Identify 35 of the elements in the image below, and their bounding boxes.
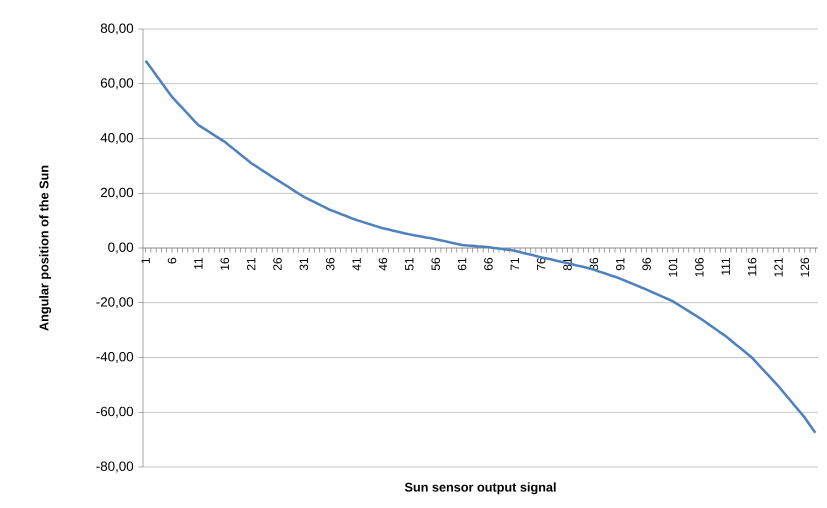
x-tick-label: 51 [405,258,414,270]
x-tick-label: 111 [722,258,730,275]
x-tick-label: 91 [616,258,625,270]
x-tick-label: 126 [800,258,810,276]
y-tick-label: -40,00 [96,352,134,364]
x-tick-label: 121 [774,258,783,276]
x-tick-label: 1 [142,258,150,264]
x-tick-label: 6 [168,258,176,264]
x-tick-label: 26 [273,258,282,270]
y-tick-label: 40,00 [100,133,134,144]
y-tick-label: -80,00 [96,461,134,473]
x-tick-label: 106 [695,258,704,276]
y-tick-label: -20,00 [96,297,134,308]
y-tick-label: 60,00 [100,78,134,90]
x-tick-label: 71 [510,258,519,270]
x-axis-title: Sun sensor output signal [404,482,556,494]
y-tick-label: -60,00 [96,406,134,418]
x-tick-label: 31 [300,258,308,270]
x-tick-label: 81 [563,258,572,270]
y-axis-title: Angular position of the Sun [39,166,52,331]
x-tick-label: 11 [194,258,203,269]
x-tick-label: 16 [220,258,229,270]
y-tick-label: 80,00 [100,24,134,35]
x-tick-label: 101 [668,258,678,276]
x-tick-label: 36 [326,258,334,270]
x-tick-label: 56 [431,258,440,270]
x-tick-label: 41 [352,258,361,270]
x-tick-label: 96 [642,258,651,270]
x-tick-label: 66 [484,258,493,270]
x-tick-label: 61 [458,258,466,270]
x-tick-label: 46 [378,258,388,270]
x-tick-label: 116 [748,258,756,276]
x-tick-label: 21 [246,258,256,270]
y-tick-label: 0,00 [108,242,134,254]
y-tick-label: 20,00 [100,188,134,199]
